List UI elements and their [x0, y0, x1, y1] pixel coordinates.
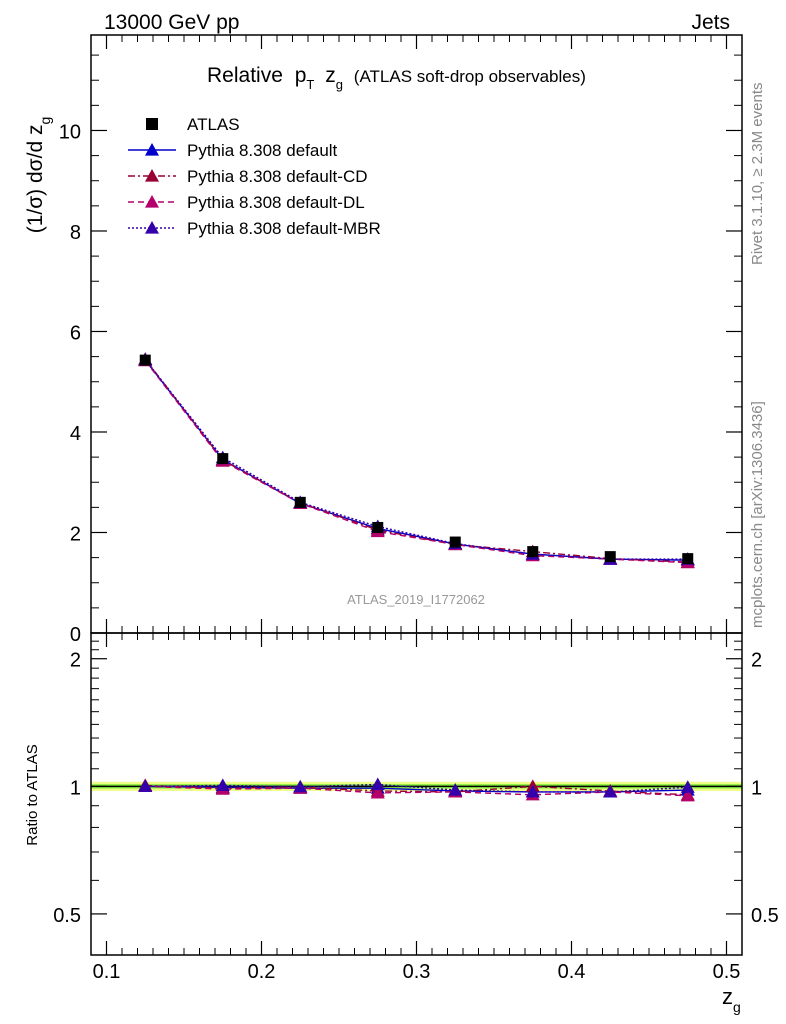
data-point: [217, 453, 229, 465]
series-line-mbr: [144, 359, 688, 560]
legend-marker-mbr: [145, 221, 159, 234]
title-z-sub: g: [336, 77, 343, 92]
ratio-point-mbr: [525, 784, 540, 798]
x-axis-title-main: z: [722, 984, 733, 1009]
ratio-y-axis-title: Ratio to ATLAS: [24, 744, 41, 845]
x-tick-label: 0.5: [713, 961, 741, 983]
ratio-tick-label: 2: [70, 650, 81, 672]
title-p: p: [295, 64, 307, 87]
ratio-point-dl: [370, 785, 385, 799]
y-tick-label: 8: [70, 222, 81, 244]
legend-marker-default: [145, 143, 159, 156]
legend-label: Pythia 8.308 default-MBR: [187, 219, 381, 238]
main-series: [138, 352, 695, 569]
ratio-plot-frame: [90, 632, 743, 956]
plot-title: Relative pT zg (ATLAS soft-drop observab…: [207, 64, 586, 94]
ratio-tick-label-right: 2: [751, 650, 762, 672]
legend-label: ATLAS: [187, 115, 240, 134]
x-tick-label: 0.4: [558, 961, 586, 983]
legend-entry-default: Pythia 8.308 default: [128, 141, 338, 160]
ratio-point-mbr: [293, 779, 308, 793]
data-point: [527, 546, 539, 558]
data-point: [372, 521, 384, 533]
data-point: [604, 551, 616, 563]
ratio-point-mbr: [448, 783, 463, 796]
ratio-tick-label-right: 0.5: [751, 905, 779, 927]
series-line-dl: [144, 360, 688, 564]
legend-marker-data: [146, 118, 158, 130]
legend: ATLAS Pythia 8.308 default Pythia 8.308 de…: [128, 115, 381, 238]
energy-label: 13000 GeV pp: [104, 11, 239, 34]
ratio-tick-label-right: 1: [751, 777, 762, 799]
legend-entry-data: ATLAS: [146, 115, 240, 134]
y-tick-label: 0: [70, 624, 81, 646]
legend-label: Pythia 8.308 default-CD: [187, 167, 368, 186]
y-tick-label: 2: [70, 523, 81, 545]
legend-entry-dl: Pythia 8.308 default-DL: [128, 193, 365, 212]
legend-marker-cd: [145, 169, 159, 182]
y-tick-label: 6: [70, 322, 81, 344]
process-label: Jets: [691, 11, 730, 34]
ratio-point-dl: [680, 788, 695, 802]
legend-marker-dl: [145, 195, 159, 208]
x-axis-title-sub: g: [733, 999, 741, 1015]
legend-label: Pythia 8.308 default-DL: [187, 193, 365, 212]
ratio-tick-label: 1: [70, 777, 81, 799]
x-tick-label: 0.1: [93, 961, 121, 983]
data-point: [449, 536, 461, 548]
data-point: [682, 553, 694, 565]
y-axis-title-sub: g: [37, 117, 53, 125]
ratio-tick-label: 0.5: [53, 905, 81, 927]
y-axis-title-main: (1/σ) dσ/d z: [24, 125, 47, 234]
x-tick-label: 0.3: [403, 961, 431, 983]
legend-label: Pythia 8.308 default: [187, 141, 338, 160]
analysis-watermark: ATLAS_2019_I1772062: [347, 592, 485, 607]
x-axis-title: zg: [722, 984, 741, 1015]
y-tick-label: 4: [70, 423, 81, 445]
rivet-label: Rivet 3.1.10, ≥ 2.3M events: [749, 83, 766, 266]
ratio-point-mbr: [603, 784, 618, 798]
ratio-point-mbr: [370, 777, 385, 791]
title-z: z: [325, 64, 336, 87]
x-tick-label: 0.2: [248, 961, 276, 983]
y-tick-label: 10: [59, 121, 81, 143]
ratio-point-mbr: [138, 779, 153, 792]
legend-entry-mbr: Pythia 8.308 default-MBR: [128, 219, 381, 238]
ratio-series: [91, 777, 742, 802]
ratio-line-mbr: [145, 783, 688, 793]
mcplots-label: mcplots.cern.ch [arXiv:1306.3436]: [749, 401, 766, 628]
y-axis-title: (1/σ) dσ/d zg: [24, 117, 53, 234]
title-p-sub: T: [306, 77, 314, 92]
data-point: [139, 354, 151, 366]
tick-labels: 0.1 0.2 0.3 0.4 0.5 0 2 4 6 8 10 0.5 0.5 1 1 2 2: [53, 121, 779, 983]
ratio-line-cd: [145, 784, 688, 796]
legend-entry-cd: Pythia 8.308 default-CD: [128, 167, 368, 186]
data-point: [294, 496, 306, 508]
title-main: Relative: [207, 64, 283, 87]
ratio-point-mbr: [215, 778, 230, 792]
title-extra: (ATLAS soft-drop observables): [354, 67, 586, 86]
ratio-point-mbr: [680, 780, 695, 793]
